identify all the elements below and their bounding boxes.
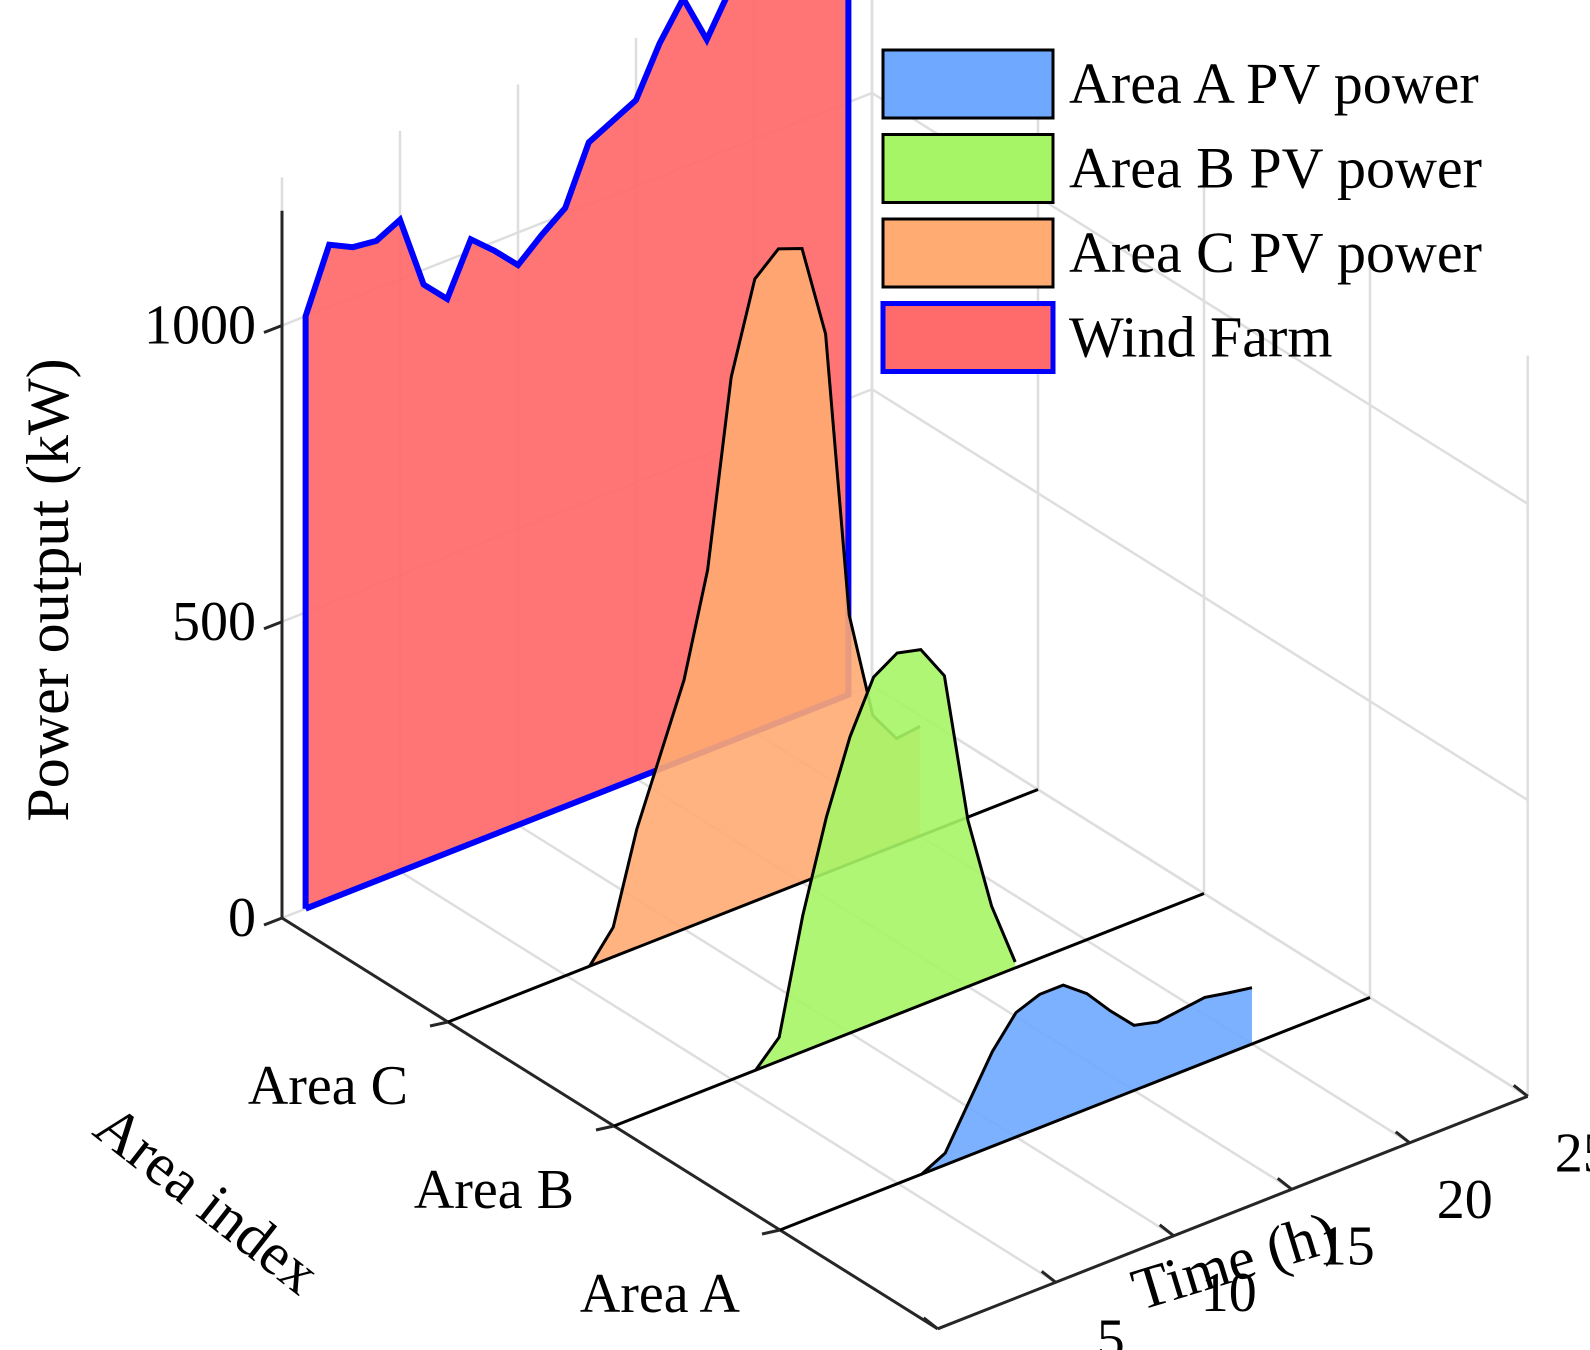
row-baseline [613, 892, 1205, 1128]
z-tick-label: 500 [172, 591, 256, 653]
x-tick [1040, 1270, 1057, 1284]
x-tick-label: 10 [1201, 1262, 1257, 1324]
y-tick [429, 1020, 449, 1028]
legend-swatch [881, 48, 1055, 120]
series-area-a-pv-power [779, 983, 1371, 1232]
x-tick [1394, 1130, 1411, 1144]
x-tick [1158, 1223, 1175, 1237]
z-tick-label: 0 [228, 887, 256, 949]
z-axis-label: Power output (kW) [15, 358, 81, 821]
series-line [588, 246, 921, 967]
z-tick [263, 916, 283, 927]
legend-swatch [880, 301, 1056, 374]
y-tick [595, 1124, 615, 1132]
legend-label: Area B PV power [1069, 136, 1482, 201]
y-axis-line [281, 916, 939, 1331]
legend-swatch [881, 133, 1055, 204]
z-tick [263, 620, 283, 631]
series-area-b-pv-power [613, 648, 1205, 1128]
x-tick [1512, 1084, 1529, 1098]
legend: Area A PV power Area B PV power Area C PV … [880, 48, 1482, 374]
legend-label: Wind Farm [1069, 305, 1332, 370]
legend-label: Area A PV power [1069, 51, 1479, 116]
y-tick-label: Area B [414, 1159, 574, 1221]
y-tick [761, 1228, 781, 1236]
y-tick-label: Area A [580, 1263, 741, 1325]
legend-label: Area C PV power [1069, 220, 1482, 285]
series-line [754, 648, 1017, 1072]
legend-swatch [881, 217, 1055, 289]
axes [263, 210, 1529, 1331]
y-axis-label: Area index [83, 1092, 332, 1307]
grid-line [399, 870, 1057, 1284]
z-tick [263, 324, 283, 334]
series-outline [302, 0, 852, 912]
series-area [921, 985, 1252, 1175]
z-tick-label: 1000 [144, 295, 256, 357]
x-tick-label: 20 [1437, 1169, 1493, 1231]
y-tick-label: Area C [248, 1055, 408, 1117]
series-area [755, 649, 1016, 1071]
x-tick-label: 15 [1319, 1215, 1375, 1277]
grid-line [871, 684, 1529, 1098]
row-baseline [779, 996, 1371, 1232]
x-axis-line [937, 1094, 1529, 1331]
grid-line [871, 388, 1529, 802]
x-tick-label: 25 [1555, 1122, 1590, 1184]
x-tick-label: 5 [1097, 1308, 1125, 1350]
x-tick [1276, 1177, 1293, 1191]
series-surfaces [302, 0, 1371, 1232]
series-line [920, 983, 1253, 1176]
x-tick [922, 1316, 939, 1330]
